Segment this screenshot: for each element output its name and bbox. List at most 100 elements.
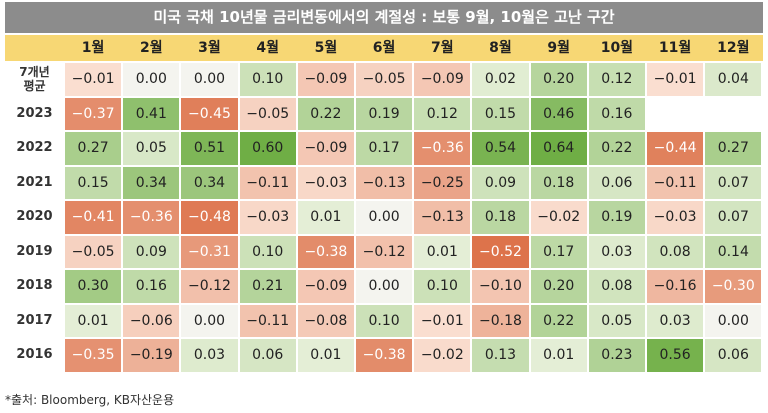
month-header-row: 1월 2월 3월 4월 5월 6월 7월 8월 9월 10월 11월 12월 [5,35,763,61]
column-header: 8월 [489,40,512,56]
heatmap-cell: 0.05 [123,132,180,165]
heatmap-cell: 0.10 [414,270,471,303]
heatmap-cell: 0.34 [181,166,238,199]
column-header: 10월 [600,40,634,56]
heatmap-cell: 0.22 [588,132,645,165]
heatmap-cell: 0.01 [297,201,354,234]
heatmap-cell: −0.35 [65,339,122,372]
heatmap-cell: 0.64 [530,132,587,165]
column-header: 2월 [139,40,163,56]
heatmap-cell: 0.06 [239,339,296,372]
heatmap-cell: 0.22 [297,97,354,130]
column-header: 11월 [658,40,692,56]
heatmap-cell: 0.07 [705,166,762,199]
heatmap-cell: −0.30 [705,270,762,303]
heatmap-cell: −0.13 [356,166,413,199]
heatmap-cell: −0.11 [239,166,296,199]
column-header: 1월 [81,40,105,56]
heatmap-cell: −0.52 [472,235,529,268]
heatmap-cell: −0.11 [647,166,704,199]
heatmap-cell: −0.02 [414,339,471,372]
heatmap-cell: 0.51 [181,132,238,165]
heatmap-cell: −0.31 [181,235,238,268]
heatmap-cell: 0.20 [530,63,587,96]
heatmap-cell: −0.19 [123,339,180,372]
heatmap-cell: 0.03 [588,235,645,268]
heatmap-cell: 0.09 [472,166,529,199]
heatmap-cell: 0.05 [588,304,645,337]
heatmap-cell: 0.21 [239,270,296,303]
heatmap-cell: 0.02 [472,63,529,96]
heatmap-cell: 0.00 [356,270,413,303]
heatmap-cell: 0.15 [65,166,122,199]
heatmap-cell: 0.16 [588,97,645,130]
heatmap-cell: 0.12 [414,97,471,130]
heatmap-cell: 0.06 [588,166,645,199]
heatmap-cell: −0.05 [239,97,296,130]
heatmap-cell: 0.30 [65,270,122,303]
heatmap-cell: 0.18 [530,166,587,199]
column-header: 7월 [430,40,454,56]
heatmap-cell: −0.03 [647,201,704,234]
heatmap-cell: −0.38 [356,339,413,372]
heatmap-cell: −0.09 [297,270,354,303]
row-label: 2022 [16,140,53,156]
heatmap-cell: 0.27 [705,132,762,165]
heatmap-cell: 0.06 [705,339,762,372]
heatmap-cell: 0.07 [705,201,762,234]
column-header: 6월 [372,40,396,56]
column-header: 3월 [198,40,221,56]
heatmap-cell: 0.03 [647,304,704,337]
heatmap-cell: 0.00 [356,201,413,234]
heatmap-cell: 0.00 [705,304,762,337]
heatmap-cell: −0.01 [65,63,122,96]
heatmap-cell: −0.16 [647,270,704,303]
heatmap-cell: 0.00 [123,63,180,96]
row-label: 2021 [16,174,53,190]
heatmap-cell: −0.09 [297,63,354,96]
heatmap-cell: 0.19 [356,97,413,130]
heatmap-cell: 0.14 [705,235,762,268]
heatmap-cell: 0.23 [588,339,645,372]
row-label: 7개년 평균 [19,65,50,94]
heatmap-cell: 0.18 [472,201,529,234]
heatmap-cell: 0.08 [647,235,704,268]
heatmap-cell: −0.08 [297,304,354,337]
heatmap-cell: −0.12 [181,270,238,303]
heatmap-cell: −0.41 [65,201,122,234]
heatmap-cell: 0.19 [588,201,645,234]
heatmap-cell [705,97,762,130]
heatmap-cell: −0.01 [647,63,704,96]
heatmap-cell: 0.54 [472,132,529,165]
heatmap-cell: −0.38 [297,235,354,268]
heatmap-cell: −0.11 [239,304,296,337]
heatmap-cell: 0.17 [356,132,413,165]
heatmap-cell: −0.37 [65,97,122,130]
heatmap-cell: −0.44 [647,132,704,165]
heatmap-cell: −0.01 [414,304,471,337]
heatmap-cell: 0.08 [588,270,645,303]
heatmap-cell: −0.10 [472,270,529,303]
heatmap-cell: 0.01 [297,339,354,372]
heatmap-cell: 0.27 [65,132,122,165]
source-note: *출처: Bloomberg, KB자산운용 [5,393,175,407]
heatmap-cell: 0.15 [472,97,529,130]
column-header: 4월 [256,40,279,56]
heatmap-cell: 0.10 [356,304,413,337]
heatmap-cell: −0.25 [414,166,471,199]
heatmap-cell: 0.00 [181,63,238,96]
heatmap-cell: −0.05 [356,63,413,96]
heatmap-cell: 0.13 [472,339,529,372]
heatmap-cell: 0.01 [65,304,122,337]
heatmap-cell: 0.00 [181,304,238,337]
heatmap-cell: 0.20 [530,270,587,303]
heatmap-cell: −0.13 [414,201,471,234]
column-header: 12월 [717,40,750,56]
row-label: 2019 [16,243,53,259]
row-label: 2017 [16,312,53,328]
heatmap-cell: −0.45 [181,97,238,130]
row-label: 2020 [16,209,53,225]
heatmap-cell: 0.34 [123,166,180,199]
heatmap-cell: −0.09 [414,63,471,96]
